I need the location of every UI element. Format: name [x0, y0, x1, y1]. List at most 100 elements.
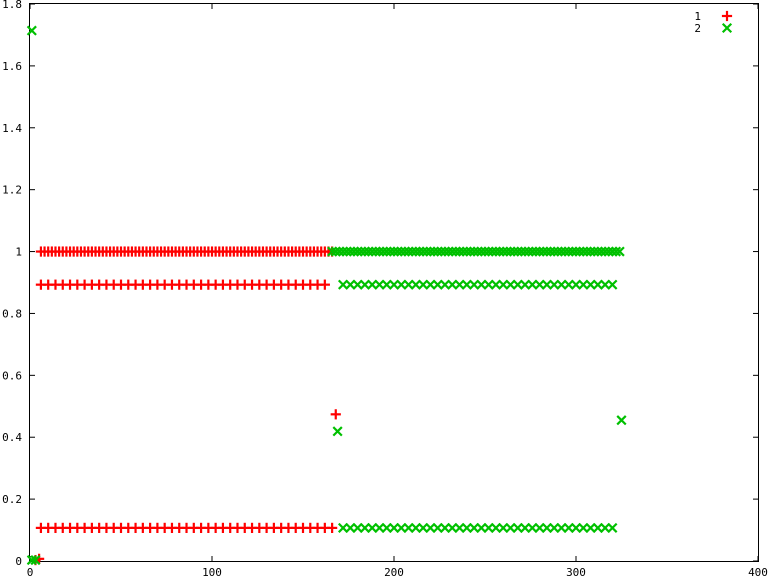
- data-point: [563, 279, 574, 290]
- data-point: [600, 522, 611, 533]
- x-tick-label: 400: [748, 566, 768, 579]
- data-point: [396, 279, 407, 290]
- data-point: [359, 279, 370, 290]
- data-point: [367, 279, 378, 290]
- y-tick-label: 1.4: [2, 122, 22, 135]
- data-point: [454, 522, 465, 533]
- data-point: [447, 279, 458, 290]
- data-point: [461, 279, 472, 290]
- data-point: [616, 415, 627, 426]
- data-point: [327, 522, 338, 533]
- data-point: [600, 279, 611, 290]
- data-point: [374, 522, 385, 533]
- data-point: [505, 279, 516, 290]
- y-tick-label: 0.4: [2, 431, 22, 444]
- data-point: [607, 522, 618, 533]
- data-point: [534, 279, 545, 290]
- data-point: [563, 522, 574, 533]
- data-point: [439, 279, 451, 290]
- series-2: [26, 25, 627, 566]
- data-point: [30, 555, 41, 566]
- y-tick-label: 0.8: [2, 307, 22, 320]
- data-point: [490, 279, 501, 290]
- data-point: [469, 522, 480, 533]
- data-point: [432, 279, 443, 290]
- data-point: [556, 522, 567, 533]
- data-point: [396, 522, 407, 533]
- data-point: [410, 279, 421, 290]
- y-tick-label: 0: [15, 555, 22, 568]
- y-tick-label: 1: [15, 246, 22, 259]
- data-point: [476, 279, 487, 290]
- data-point: [578, 522, 589, 533]
- y-tick-label: 1.6: [2, 60, 22, 73]
- data-point: [578, 279, 589, 290]
- x-tick-label: 300: [566, 566, 586, 579]
- data-point: [549, 279, 560, 290]
- x-tick-label: 0: [27, 566, 34, 579]
- data-point: [332, 426, 343, 437]
- data-point: [432, 522, 443, 533]
- data-point: [498, 279, 509, 290]
- x-tick-label: 200: [384, 566, 404, 579]
- data-point: [490, 522, 501, 533]
- data-point: [527, 279, 538, 290]
- data-point: [388, 279, 400, 290]
- data-point: [505, 522, 516, 533]
- data-point: [585, 522, 596, 533]
- data-point: [418, 279, 429, 290]
- data-point: [512, 279, 523, 290]
- data-point: [337, 279, 349, 290]
- data-point: [359, 522, 370, 533]
- data-point: [345, 279, 356, 290]
- legend-marker-2: [721, 22, 733, 34]
- data-point: [374, 279, 385, 290]
- data-point: [454, 279, 465, 290]
- data-point: [410, 522, 421, 533]
- data-point: [483, 279, 494, 290]
- data-point: [330, 409, 341, 420]
- data-point: [403, 522, 414, 533]
- data-point: [570, 279, 582, 290]
- data-point: [345, 522, 356, 533]
- data-point: [549, 522, 560, 533]
- data-point: [367, 522, 378, 533]
- data-point: [570, 522, 582, 533]
- data-point: [498, 522, 509, 533]
- y-tick-label: 1.8: [2, 0, 22, 11]
- data-point: [541, 279, 552, 290]
- data-point: [26, 25, 37, 36]
- data-point: [439, 522, 451, 533]
- data-point: [381, 522, 392, 533]
- data-point: [585, 279, 596, 290]
- data-point: [425, 522, 436, 533]
- data-point: [381, 279, 392, 290]
- legend-label-1: 1: [694, 10, 701, 23]
- data-point: [534, 522, 545, 533]
- data-point: [425, 279, 436, 290]
- legend-marker-1: [721, 10, 733, 22]
- data-point: [614, 246, 625, 257]
- data-point: [461, 522, 472, 533]
- data-point: [556, 279, 567, 290]
- data-point: [592, 522, 603, 533]
- y-tick-label: 1.2: [2, 184, 22, 197]
- data-point: [319, 279, 330, 290]
- legend-label-2: 2: [694, 22, 701, 35]
- data-point: [418, 522, 429, 533]
- data-point: [483, 522, 494, 533]
- data-point: [541, 522, 552, 533]
- data-point: [403, 279, 414, 290]
- y-tick-label: 0.2: [2, 493, 22, 506]
- data-point: [607, 279, 618, 290]
- x-tick-label: 100: [202, 566, 222, 579]
- data-point: [337, 522, 349, 533]
- data-point: [519, 279, 531, 290]
- data-point: [527, 522, 538, 533]
- data-point: [447, 522, 458, 533]
- data-point: [592, 279, 603, 290]
- data-point: [352, 522, 363, 533]
- data-point: [388, 522, 400, 533]
- legend: 12: [694, 10, 733, 35]
